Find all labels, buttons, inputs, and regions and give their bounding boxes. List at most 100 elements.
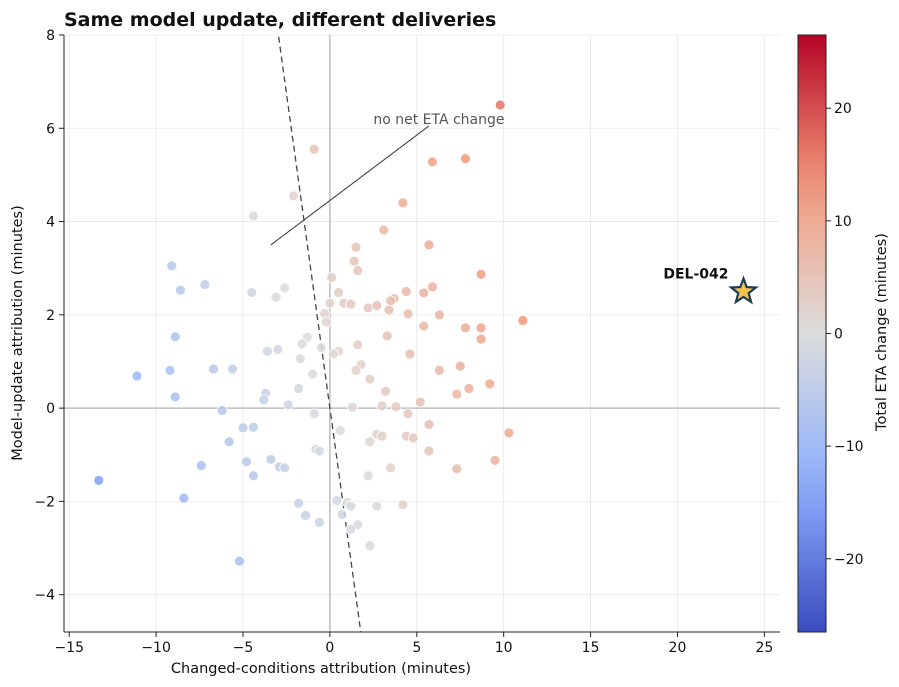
data-point — [279, 462, 291, 474]
data-point — [460, 322, 471, 334]
colorbar-label: Total ETA change (minutes) — [874, 233, 890, 432]
data-point — [364, 540, 376, 552]
data-point — [169, 331, 181, 343]
data-point — [397, 197, 409, 209]
data-point — [364, 373, 376, 385]
x-tick-label: 10 — [495, 640, 513, 656]
data-point — [376, 400, 388, 412]
y-tick-label: 6 — [46, 121, 55, 137]
data-point — [248, 470, 259, 482]
y-axis-label: Model-update attribution (minutes) — [10, 205, 26, 461]
data-point — [385, 462, 397, 474]
data-point — [489, 454, 501, 466]
x-tick-label: 0 — [325, 640, 334, 656]
data-point — [371, 300, 383, 311]
data-point — [178, 492, 190, 504]
data-point — [270, 291, 282, 303]
data-point — [433, 364, 445, 376]
data-point — [352, 265, 364, 276]
data-point — [261, 345, 273, 357]
colorbar-tick-label: −10 — [834, 439, 864, 455]
y-tick-label: −2 — [34, 494, 55, 510]
data-point — [348, 255, 360, 267]
data-point — [385, 295, 397, 307]
data-point — [326, 272, 338, 283]
data-point — [345, 298, 357, 310]
data-point — [175, 284, 186, 296]
data-point — [324, 297, 336, 309]
data-point — [321, 316, 332, 328]
data-point — [272, 343, 284, 355]
data-point — [265, 454, 277, 465]
data-point — [287, 190, 299, 202]
data-point — [350, 364, 362, 376]
data-point — [331, 495, 343, 506]
data-point — [131, 370, 143, 382]
data-point — [314, 445, 325, 457]
data-point — [334, 425, 346, 436]
data-point — [475, 333, 487, 345]
data-point — [300, 509, 311, 521]
x-tick-label: 15 — [582, 640, 600, 656]
data-point — [402, 308, 414, 320]
x-tick-label: 5 — [412, 640, 421, 656]
data-point — [404, 348, 416, 360]
data-point — [402, 408, 414, 420]
data-point — [237, 422, 249, 434]
x-tick-label: −10 — [141, 640, 171, 656]
x-tick-label: −15 — [54, 640, 84, 656]
data-point — [494, 99, 506, 111]
colorbar: −20 −10 0 10 20 — [797, 34, 864, 633]
data-point — [364, 436, 376, 448]
chart-title: Same model update, different deliveries — [64, 9, 496, 31]
data-point — [293, 497, 305, 509]
data-point — [223, 436, 235, 448]
colorbar-tick-label: 0 — [834, 327, 843, 343]
data-point — [216, 405, 228, 416]
colorbar-tick-label: −20 — [834, 552, 864, 568]
data-point — [407, 432, 419, 444]
x-tick-label: 25 — [755, 640, 773, 656]
colorbar-gradient — [797, 34, 827, 633]
data-point — [333, 287, 344, 298]
data-point — [418, 287, 430, 299]
data-point — [293, 383, 305, 394]
data-point — [418, 320, 430, 332]
data-point — [248, 421, 259, 433]
no-net-change-line — [277, 35, 362, 632]
data-point — [390, 401, 402, 413]
data-point — [199, 279, 211, 290]
data-points — [93, 99, 529, 567]
data-point — [282, 399, 294, 411]
colorbar-tick-label: 10 — [834, 214, 852, 230]
data-point — [327, 348, 339, 360]
y-tick-label: 4 — [46, 215, 55, 231]
data-point — [460, 153, 471, 164]
data-point — [371, 500, 383, 512]
x-tick-label: 20 — [669, 640, 687, 656]
data-point — [376, 430, 388, 442]
data-point — [246, 287, 258, 298]
data-point — [258, 394, 270, 406]
y-tick-label: 0 — [46, 401, 55, 417]
data-point — [427, 281, 438, 293]
data-point — [423, 239, 435, 251]
data-point — [195, 460, 207, 471]
data-point — [296, 338, 308, 350]
data-point — [451, 388, 463, 400]
x-tick-label: −5 — [233, 640, 254, 656]
data-point — [463, 383, 475, 394]
data-point — [164, 364, 176, 376]
data-point — [294, 353, 306, 365]
y-tick-label: −4 — [34, 588, 55, 604]
highlight-label: DEL-042 — [663, 267, 728, 283]
data-point — [208, 363, 219, 375]
annotation-arrow — [270, 125, 430, 246]
data-point — [451, 463, 463, 475]
data-point — [279, 282, 291, 294]
data-point — [166, 260, 178, 272]
data-point — [345, 500, 357, 512]
data-point — [93, 475, 105, 486]
